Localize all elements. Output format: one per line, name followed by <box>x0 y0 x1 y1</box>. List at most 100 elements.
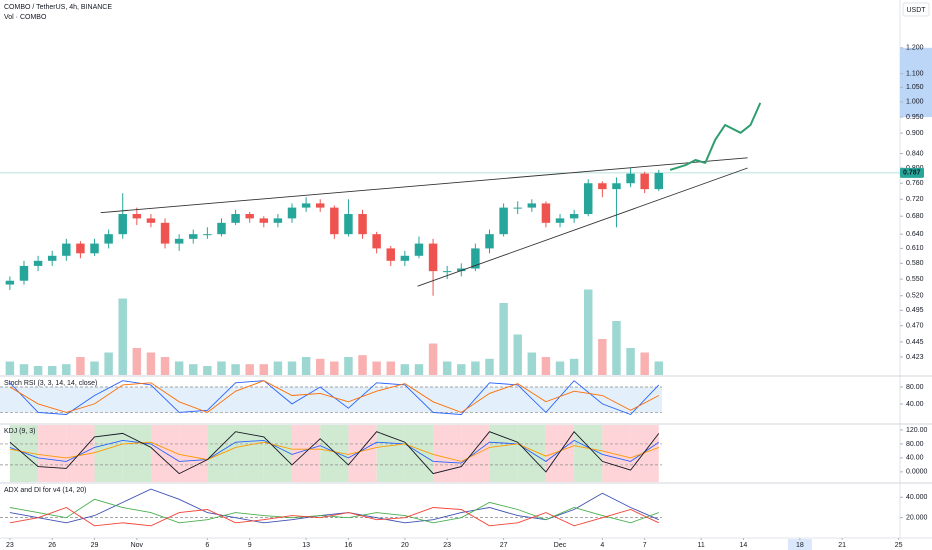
candle-body <box>330 207 339 235</box>
volume-bar <box>626 348 635 375</box>
candle-body <box>485 234 494 249</box>
candle-body <box>414 243 424 256</box>
x-tick-label: 27 <box>500 542 508 549</box>
volume-bar <box>358 355 367 375</box>
volume-bar <box>555 361 565 375</box>
candle-body <box>527 203 537 208</box>
volume-bar <box>287 361 297 375</box>
candle-body <box>499 207 508 235</box>
volume-bar <box>217 361 226 375</box>
volume-bar <box>5 361 15 375</box>
volume-bar <box>259 364 269 375</box>
y-tick-label: 20.000 <box>906 514 928 521</box>
x-tick-label: 9 <box>248 542 252 549</box>
signal-background <box>235 425 264 482</box>
signal-background <box>263 425 293 482</box>
candle-body <box>287 207 297 219</box>
x-tick-label: 7 <box>643 542 647 549</box>
volume-bar <box>104 352 113 375</box>
y-tick-label: 0.423 <box>906 354 924 361</box>
volume-bar <box>203 366 212 375</box>
volume-bar <box>344 357 353 375</box>
last-price-label: 0.787 <box>903 170 921 177</box>
volume-bar <box>640 352 649 375</box>
candle-body <box>231 214 240 223</box>
y-tick-label: 80.00 <box>906 384 924 391</box>
x-tick-label: 25 <box>895 542 903 549</box>
signal-background <box>38 425 67 482</box>
volume-bar <box>118 298 127 375</box>
candle-body <box>457 268 466 272</box>
volume-bar <box>245 364 254 375</box>
candle-body <box>118 214 127 235</box>
indicator-line <box>9 380 660 413</box>
signal-background <box>489 425 518 482</box>
candle-body <box>62 243 71 256</box>
price-range-highlight <box>900 47 932 118</box>
x-tick-label: Dec <box>554 542 567 549</box>
y-tick-label: 0.0000 <box>906 469 928 476</box>
band-fill <box>0 387 662 413</box>
currency-button[interactable] <box>902 2 930 17</box>
volume-bar <box>414 364 424 375</box>
candle-body <box>471 248 480 269</box>
currency-label[interactable]: USDT <box>906 7 926 14</box>
volume-bar <box>33 366 43 375</box>
y-tick-label: 1.050 <box>906 84 924 91</box>
candle-body <box>598 183 607 190</box>
y-tick-label: 0.950 <box>906 114 924 121</box>
volume-bar <box>612 321 621 375</box>
volume-bar <box>513 334 522 375</box>
volume-bar <box>442 361 452 375</box>
candle-body <box>174 238 184 244</box>
candle-body <box>104 234 113 244</box>
signal-background <box>630 425 659 482</box>
volume-bar <box>471 361 480 375</box>
volume-bar <box>273 361 283 375</box>
x-tick-label: 26 <box>48 542 56 549</box>
candle-body <box>5 280 15 285</box>
volume-bar <box>457 364 466 375</box>
candle-body <box>132 214 142 219</box>
indicator-title: Stoch RSI (3, 3, 14, 14, close) <box>4 380 97 387</box>
x-tick-label: 20 <box>401 542 409 549</box>
signal-background <box>292 425 321 482</box>
volume-bar <box>132 348 142 375</box>
y-tick-label: 0.550 <box>906 276 924 283</box>
x-tick-label: Nov <box>131 542 144 549</box>
volume-bar <box>527 352 537 375</box>
y-tick-label: 0.760 <box>906 180 924 187</box>
candle-body <box>358 214 367 235</box>
candle-body <box>19 265 29 281</box>
signal-background <box>376 425 405 482</box>
candle-body <box>584 183 593 215</box>
volume-bar <box>231 364 240 375</box>
volume-bar <box>569 358 579 375</box>
candle-body <box>513 207 522 209</box>
volume-bar <box>90 361 99 375</box>
candle-body <box>386 248 395 261</box>
volume-bar <box>174 361 184 375</box>
volume-bar <box>499 303 508 375</box>
x-tick-label: 4 <box>600 542 604 549</box>
y-tick-label: 40.00 <box>906 401 924 408</box>
volume-bar <box>62 364 71 375</box>
candle-body <box>640 173 649 190</box>
signal-background <box>94 425 123 482</box>
signal-background <box>433 425 462 482</box>
volume-bar <box>19 364 29 375</box>
candle-body <box>442 271 452 273</box>
x-tick-label: 14 <box>740 542 748 549</box>
signal-background <box>602 425 631 482</box>
trendline <box>100 157 748 214</box>
volume-bar <box>146 352 156 375</box>
candle-body <box>372 234 381 249</box>
y-tick-label: 0.640 <box>906 231 924 238</box>
y-tick-label: 0.495 <box>906 307 924 314</box>
y-tick-label: 80.00 <box>906 441 924 448</box>
indicator-title: KDJ (9, 3) <box>4 428 36 435</box>
y-tick-label: 1.100 <box>906 70 924 77</box>
volume-bar <box>541 357 551 375</box>
volume-bar <box>598 339 607 375</box>
candle-body <box>90 243 99 254</box>
